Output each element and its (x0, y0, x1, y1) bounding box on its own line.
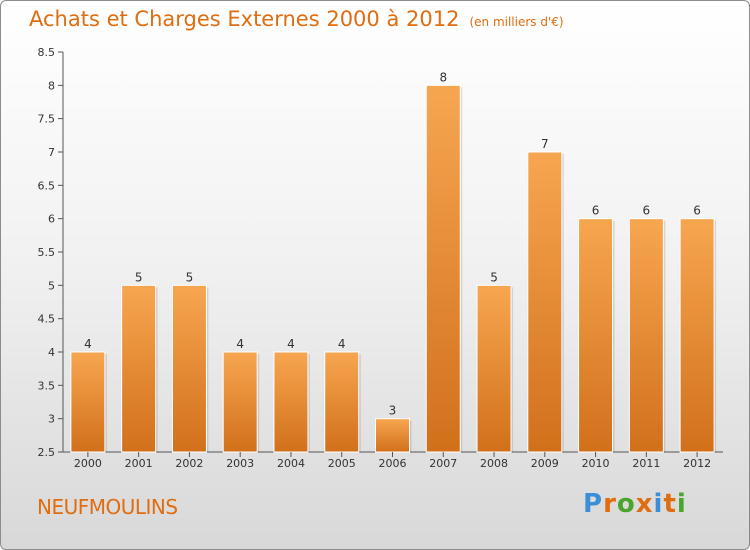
chart-title: Achats et Charges Externes 2000 à 2012 (e… (29, 7, 564, 31)
value-label: 3 (389, 404, 397, 418)
bar-2009 (527, 151, 563, 453)
logo-letter: i (653, 489, 664, 519)
bar-2003 (222, 351, 258, 453)
bar-2010 (578, 218, 614, 453)
y-tick-label: 6.5 (38, 179, 56, 192)
y-tick-label: 8.5 (38, 46, 56, 59)
chart-subtitle: (en milliers d'€) (469, 15, 564, 29)
logo-letter: r (603, 489, 617, 519)
x-tick-label: 2002 (175, 457, 203, 470)
bar-2012 (679, 218, 715, 453)
logo-letter: o (616, 489, 636, 519)
x-tick-label: 2012 (683, 457, 711, 470)
y-tick-label: 3.5 (38, 379, 56, 392)
logo-letter: t (663, 489, 677, 519)
value-label: 4 (84, 337, 92, 351)
y-tick-label: 4.5 (38, 313, 56, 326)
x-tick-label: 2007 (429, 457, 457, 470)
bar-2002 (171, 284, 207, 453)
value-label: 5 (135, 270, 143, 284)
y-tick-label: 5.5 (38, 246, 56, 259)
value-label: 5 (490, 270, 498, 284)
x-tick-label: 2008 (480, 457, 508, 470)
x-tick-label: 2004 (277, 457, 305, 470)
y-tick-label: 7 (48, 146, 55, 159)
value-label: 8 (439, 70, 447, 84)
y-tick-label: 8 (48, 79, 55, 92)
value-label: 6 (643, 204, 651, 218)
x-tick-label: 2006 (379, 457, 407, 470)
y-tick-label: 5 (48, 279, 55, 292)
value-label: 4 (287, 337, 295, 351)
y-tick-label: 6 (48, 213, 55, 226)
x-tick-label: 2000 (74, 457, 102, 470)
y-tick-label: 3 (48, 413, 55, 426)
x-tick-label: 2003 (226, 457, 254, 470)
bar-2006 (375, 418, 410, 453)
value-label: 4 (338, 337, 346, 351)
value-label: 6 (592, 204, 600, 218)
logo-letter: P (583, 489, 604, 519)
logo-letter: x (635, 489, 654, 519)
value-label: 4 (236, 337, 244, 351)
y-tick-label: 7.5 (38, 113, 56, 126)
value-label: 7 (541, 137, 549, 151)
bar-2004 (273, 351, 309, 453)
bar-2008 (476, 284, 512, 453)
logo-letter: i (676, 489, 687, 519)
y-tick-label: 2.5 (38, 446, 56, 459)
bar-2005 (324, 351, 360, 453)
proxiti-logo: Proxiti (583, 489, 687, 519)
y-tick-label: 4 (48, 346, 55, 359)
x-tick-label: 2001 (125, 457, 153, 470)
x-tick-label: 2010 (582, 457, 610, 470)
value-label: 5 (186, 270, 194, 284)
bar-2001 (121, 284, 157, 453)
bar-2000 (70, 351, 106, 453)
x-tick-label: 2009 (531, 457, 559, 470)
commune-name: NEUFMOULINS (37, 495, 178, 519)
x-tick-label: 2005 (328, 457, 356, 470)
value-label: 6 (693, 204, 701, 218)
bar-2007 (425, 84, 461, 453)
x-tick-label: 2011 (632, 457, 660, 470)
bar-2011 (628, 218, 664, 453)
